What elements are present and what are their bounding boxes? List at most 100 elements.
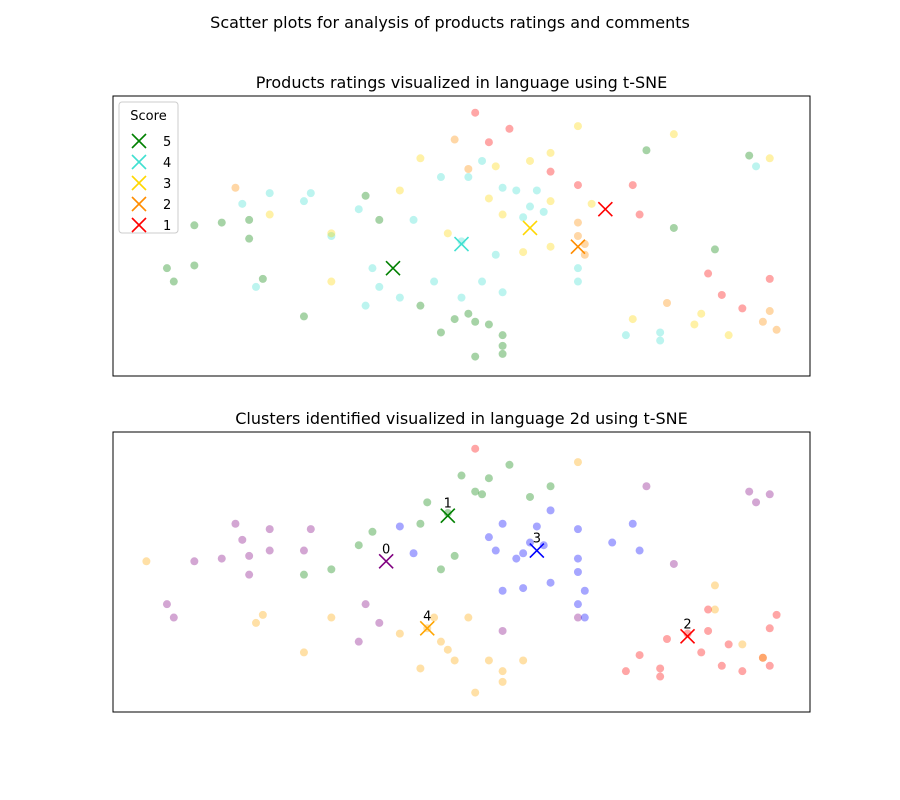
data-point <box>443 645 452 654</box>
data-point <box>457 471 466 480</box>
data-point <box>498 331 507 340</box>
data-point <box>190 557 199 566</box>
legend-entry: 3 <box>131 175 171 192</box>
legend-entry: 1 <box>131 217 171 234</box>
data-point <box>375 215 384 224</box>
data-point <box>416 664 425 673</box>
data-point <box>252 618 260 627</box>
data-point <box>457 293 466 302</box>
data-point <box>724 640 733 649</box>
data-point <box>526 156 534 165</box>
data-point <box>361 191 370 200</box>
data-point <box>299 648 308 657</box>
data-point <box>704 605 713 614</box>
data-point <box>498 519 507 528</box>
data-point <box>608 538 617 547</box>
data-point <box>738 640 747 649</box>
data-point <box>663 635 671 643</box>
data-point <box>546 506 555 515</box>
plot-frame <box>112 431 811 713</box>
data-point <box>539 207 548 216</box>
data-point <box>573 600 582 609</box>
data-point <box>464 165 473 173</box>
data-point <box>498 341 507 350</box>
data-point <box>190 221 199 230</box>
data-point <box>519 584 528 593</box>
legend-label: 2 <box>163 198 171 213</box>
data-point <box>717 661 726 670</box>
legend-label: 5 <box>163 135 171 150</box>
data-point <box>430 613 439 622</box>
data-point <box>663 299 671 307</box>
centroid-marker <box>597 201 613 217</box>
data-point <box>573 264 582 273</box>
data-point <box>738 667 747 676</box>
centroid-label: 1 <box>444 497 452 512</box>
data-point <box>526 538 534 547</box>
data-point <box>690 320 699 329</box>
data-point <box>498 288 507 297</box>
data-point <box>683 629 692 638</box>
data-point <box>704 269 713 278</box>
data-point <box>765 274 774 283</box>
data-point <box>573 122 582 131</box>
data-point <box>772 610 781 619</box>
legend-label: 3 <box>163 177 171 192</box>
data-point <box>635 210 644 219</box>
data-point <box>628 315 637 324</box>
data-point <box>231 183 240 192</box>
data-point <box>217 554 226 563</box>
centroid-marker <box>453 236 470 252</box>
data-point <box>169 613 178 622</box>
data-point <box>519 549 528 558</box>
legend-entry: 4 <box>131 154 171 171</box>
data-point <box>252 282 260 291</box>
data-point <box>217 218 226 227</box>
data-point <box>642 482 651 491</box>
data-point <box>498 677 507 686</box>
data-point <box>526 202 534 211</box>
data-point <box>245 570 254 579</box>
data-point <box>484 138 493 147</box>
data-point <box>519 213 528 222</box>
data-point <box>710 581 719 590</box>
data-point <box>710 245 719 254</box>
data-point <box>526 492 534 501</box>
data-point <box>423 498 432 507</box>
data-point <box>546 148 555 157</box>
centroid-marker <box>570 239 586 255</box>
data-point <box>772 325 781 334</box>
data-point <box>573 218 582 227</box>
data-point <box>491 162 500 171</box>
data-point <box>628 519 637 528</box>
data-point <box>484 533 493 542</box>
data-point <box>580 613 589 622</box>
data-point <box>635 651 644 660</box>
data-point <box>395 522 404 531</box>
figure-title: Scatter plots for analysis of products r… <box>210 13 690 32</box>
data-point <box>580 586 589 595</box>
data-point <box>299 546 308 555</box>
data-point <box>532 522 541 531</box>
data-point <box>450 551 459 560</box>
centroid-marker <box>378 553 394 569</box>
data-point <box>327 565 336 574</box>
data-point <box>656 672 665 681</box>
data-point <box>635 546 644 555</box>
data-point <box>471 487 480 496</box>
data-point <box>258 610 267 619</box>
data-point <box>361 301 370 310</box>
data-point <box>628 181 637 190</box>
data-point <box>464 613 473 622</box>
data-point <box>395 629 404 638</box>
legend: Score 5 4 3 2 1 <box>118 101 179 234</box>
data-point <box>471 688 480 697</box>
data-point <box>669 223 678 232</box>
data-point <box>539 541 548 550</box>
centroid-marker <box>529 542 545 559</box>
data-point <box>471 352 480 361</box>
data-point <box>306 525 315 534</box>
centroid-marker <box>522 220 538 236</box>
centroid-label: 2 <box>683 617 691 632</box>
data-point <box>238 535 247 544</box>
